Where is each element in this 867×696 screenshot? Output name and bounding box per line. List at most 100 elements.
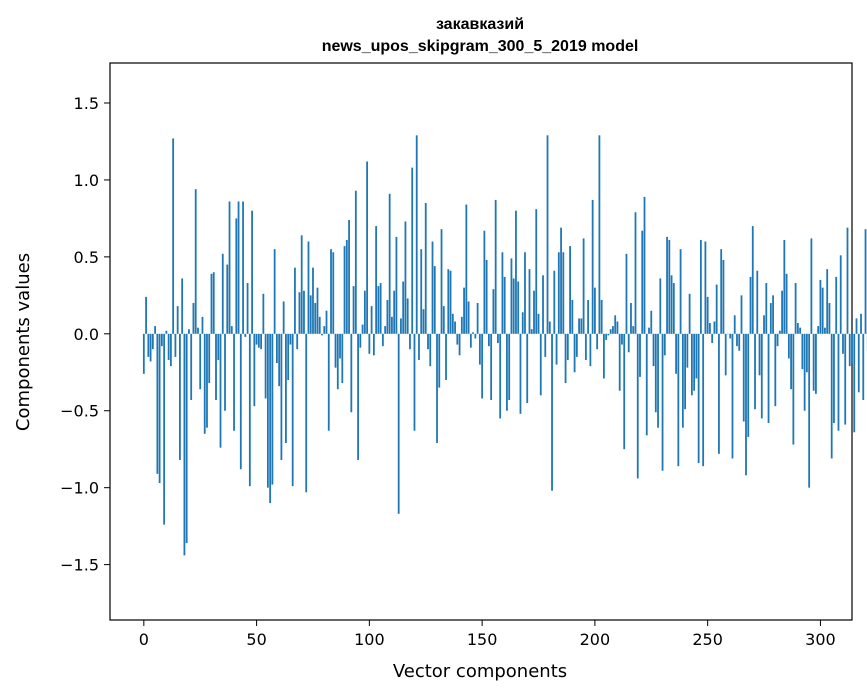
y-tick-label: −1.0: [60, 479, 99, 498]
bar: [221, 253, 224, 334]
bar: [386, 299, 389, 334]
bar: [830, 333, 833, 459]
bar: [472, 332, 474, 334]
bar: [819, 279, 822, 334]
bar: [370, 306, 373, 334]
bar: [738, 333, 741, 351]
bar: [740, 295, 743, 334]
bar: [339, 333, 341, 359]
bar: [772, 295, 774, 334]
bar: [145, 296, 147, 334]
bar: [354, 190, 357, 334]
bar: [278, 333, 281, 387]
bar: [612, 326, 614, 334]
bar: [688, 293, 691, 334]
x-tick-label: 300: [805, 630, 836, 649]
bar: [181, 278, 184, 334]
bar: [749, 276, 752, 334]
bar: [539, 333, 542, 396]
bar: [711, 333, 714, 344]
bar: [269, 333, 272, 504]
bar: [555, 333, 558, 365]
bar: [409, 333, 411, 350]
bar: [625, 253, 628, 334]
bar: [654, 333, 657, 413]
bar: [596, 333, 599, 350]
bar: [368, 333, 371, 354]
bar: [709, 323, 711, 334]
bar: [275, 333, 278, 364]
bar: [176, 306, 179, 334]
bar: [244, 333, 247, 337]
bar: [230, 326, 233, 334]
bar: [465, 204, 468, 334]
bar: [578, 318, 580, 334]
bar: [621, 333, 623, 345]
bar: [372, 333, 375, 356]
bar: [300, 235, 303, 334]
bar: [147, 333, 150, 357]
bar: [562, 252, 565, 334]
bar: [783, 239, 786, 334]
bar: [729, 333, 732, 339]
bar: [758, 333, 761, 376]
bar: [657, 333, 659, 428]
bar: [219, 333, 222, 448]
bar: [846, 227, 849, 334]
bar: [481, 333, 484, 399]
bar: [424, 203, 427, 334]
bar: [167, 333, 170, 360]
y-tick-label: 0.0: [74, 325, 99, 344]
bar: [271, 333, 274, 485]
bar: [517, 281, 520, 334]
bar: [607, 333, 610, 336]
bar: [670, 275, 673, 334]
bar: [605, 333, 608, 340]
bar: [636, 333, 639, 479]
bar: [149, 333, 152, 362]
bar: [379, 283, 382, 334]
bar: [163, 333, 166, 525]
bar: [321, 333, 323, 336]
bar: [327, 333, 330, 431]
y-tick-label: 0.5: [74, 248, 99, 267]
y-tick-label: 1.5: [74, 94, 99, 113]
bar: [684, 333, 686, 410]
bar: [404, 221, 407, 334]
bar: [837, 333, 840, 431]
bar: [821, 287, 824, 334]
bar: [460, 316, 463, 334]
bar: [506, 333, 508, 411]
bar: [632, 326, 635, 334]
bar: [447, 269, 450, 334]
bar: [551, 333, 553, 491]
bar: [188, 329, 190, 334]
bar: [591, 199, 594, 334]
bar: [812, 333, 815, 391]
bar: [395, 236, 398, 334]
bar: [720, 249, 723, 334]
bar: [848, 333, 851, 367]
bar: [294, 267, 296, 334]
bar: [627, 333, 630, 353]
bar: [778, 330, 781, 334]
bar: [603, 333, 605, 379]
bar: [799, 327, 802, 334]
bar: [587, 299, 590, 334]
bar: [273, 249, 276, 334]
y-tick-label: −0.5: [60, 402, 99, 421]
y-tick-label: 1.0: [74, 171, 99, 190]
bar: [183, 333, 186, 556]
bar: [510, 258, 513, 334]
bar: [282, 301, 285, 334]
bar: [160, 333, 163, 347]
bar: [713, 321, 716, 334]
bar: [760, 333, 763, 419]
bar: [210, 273, 213, 334]
bar: [677, 333, 680, 467]
bar: [350, 333, 353, 413]
bar: [307, 241, 310, 334]
bar: [330, 249, 332, 334]
bar: [697, 333, 700, 464]
bar: [440, 229, 443, 334]
